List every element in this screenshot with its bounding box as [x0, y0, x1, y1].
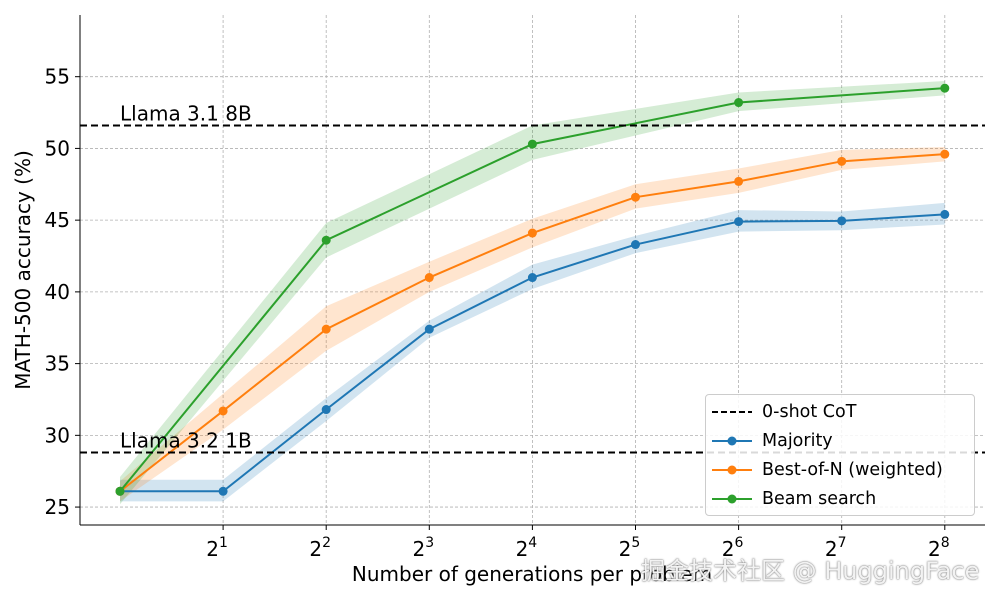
x-tick-label: 24: [516, 535, 538, 561]
x-tick-label: 23: [412, 535, 434, 561]
y-tick-label: 40: [45, 280, 70, 304]
data-point: [527, 228, 537, 238]
data-point: [631, 240, 640, 250]
data-point: [218, 406, 228, 416]
data-point: [837, 216, 847, 226]
y-tick-label: 50: [45, 136, 70, 160]
data-point: [218, 486, 228, 496]
dashed-line-swatch: [712, 410, 752, 413]
legend-item-best-of-n: Best-of-N (weighted): [712, 455, 943, 484]
data-point: [734, 217, 744, 227]
x-tick-label: 28: [928, 535, 950, 561]
y-tick-label: 45: [45, 208, 70, 232]
series-swatch: [712, 436, 752, 445]
x-tick-label: 27: [825, 535, 847, 561]
data-point: [424, 273, 434, 283]
legend-label: 0-shot CoT: [762, 401, 857, 422]
legend-item-beam-search: Beam search: [712, 484, 876, 513]
data-point: [940, 149, 950, 159]
data-point: [940, 83, 950, 93]
legend-label: Majority: [762, 430, 833, 451]
y-tick-label: 35: [45, 352, 70, 376]
reference-label: Llama 3.1 8B: [120, 101, 252, 125]
data-point: [527, 139, 537, 149]
data-point: [424, 324, 434, 334]
data-point: [631, 192, 640, 202]
data-point: [321, 324, 331, 334]
watermark: 掘金技术社区 @ HuggingFace: [641, 557, 980, 585]
y-tick-label: 25: [45, 495, 70, 519]
x-tick-label: 26: [722, 535, 744, 561]
series-swatch: [712, 494, 752, 503]
legend-item-majority: Majority: [712, 426, 833, 455]
y-axis-label: MATH-500 accuracy (%): [11, 150, 35, 390]
data-point: [734, 176, 744, 186]
data-point: [321, 405, 331, 415]
reference-label: Llama 3.2 1B: [120, 429, 252, 453]
x-tick-label: 22: [309, 535, 331, 561]
legend: 0-shot CoT Majority Best-of-N (weighted)…: [705, 394, 975, 516]
confidence-band-2: [120, 80, 945, 505]
legend-item-reference: 0-shot CoT: [712, 397, 856, 426]
x-tick-label: 25: [619, 535, 641, 561]
data-point: [527, 273, 537, 283]
data-point: [837, 156, 847, 166]
series-swatch: [712, 465, 752, 474]
data-point: [321, 235, 331, 245]
y-tick-label: 55: [45, 65, 70, 89]
data-point: [940, 209, 950, 219]
legend-label: Best-of-N (weighted): [762, 459, 943, 480]
data-point: [115, 486, 125, 496]
x-axis-label: Number of generations per problem: [352, 562, 712, 586]
x-tick-label: 21: [206, 535, 228, 561]
legend-label: Beam search: [762, 488, 877, 509]
data-point: [734, 98, 744, 108]
y-tick-label: 30: [45, 423, 70, 447]
